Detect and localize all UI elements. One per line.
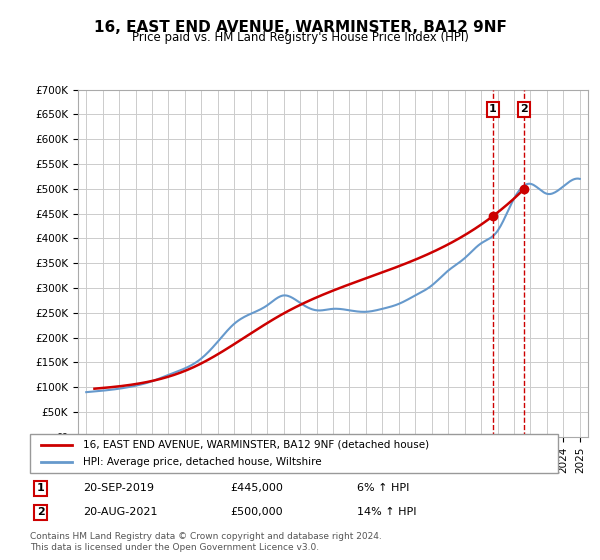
Text: £500,000: £500,000	[230, 507, 283, 517]
Text: HPI: Average price, detached house, Wiltshire: HPI: Average price, detached house, Wilt…	[83, 457, 322, 467]
Text: £445,000: £445,000	[230, 483, 284, 493]
Text: 1: 1	[37, 483, 44, 493]
FancyBboxPatch shape	[30, 434, 558, 473]
Text: 20-AUG-2021: 20-AUG-2021	[83, 507, 157, 517]
Text: 20-SEP-2019: 20-SEP-2019	[83, 483, 154, 493]
Text: 16, EAST END AVENUE, WARMINSTER, BA12 9NF: 16, EAST END AVENUE, WARMINSTER, BA12 9N…	[94, 20, 506, 35]
Text: 2: 2	[37, 507, 44, 517]
Text: Contains HM Land Registry data © Crown copyright and database right 2024.
This d: Contains HM Land Registry data © Crown c…	[30, 532, 382, 552]
Text: 1: 1	[489, 104, 497, 114]
Text: 14% ↑ HPI: 14% ↑ HPI	[358, 507, 417, 517]
Text: Price paid vs. HM Land Registry's House Price Index (HPI): Price paid vs. HM Land Registry's House …	[131, 31, 469, 44]
Text: 2: 2	[520, 104, 528, 114]
Text: 6% ↑ HPI: 6% ↑ HPI	[358, 483, 410, 493]
Text: 16, EAST END AVENUE, WARMINSTER, BA12 9NF (detached house): 16, EAST END AVENUE, WARMINSTER, BA12 9N…	[83, 440, 429, 450]
